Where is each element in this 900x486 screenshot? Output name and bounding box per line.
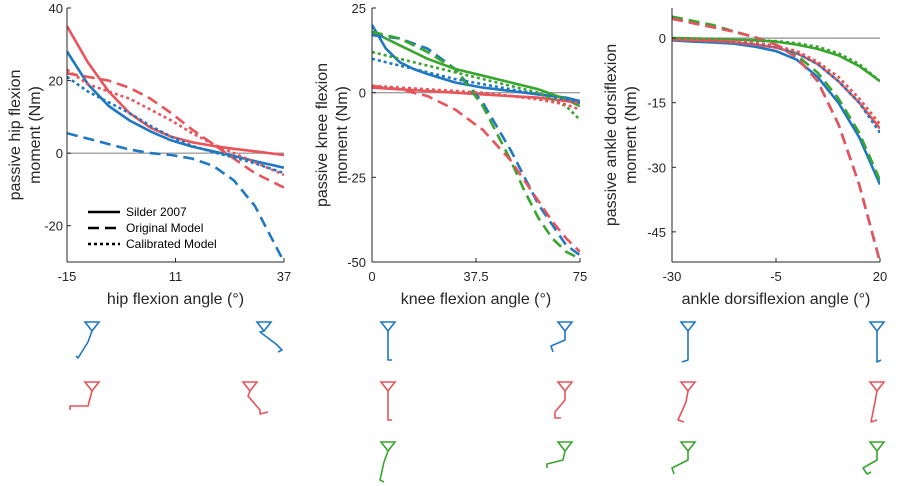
plots: -20 0 20 40 -15 11 37 hip flexion angle (°) pass… [7,1,887,308]
series-red-dashed [372,84,580,253]
series-green-dotted [372,50,580,121]
panel-1: -20 0 20 40 -15 11 37 hip flexion angle (°) pass… [7,1,291,308]
figure-ankle-plantar-red [677,381,697,423]
figure-hip-flexed-red [69,381,101,410]
y-tick-label: -45 [647,225,666,240]
y-axis-label: moment (Nm) [334,86,351,184]
y-axis-label: passive ankle dorsiflexion [603,44,620,226]
x-tick-label: 75 [573,269,587,284]
figure-hip-extended-red [241,381,269,415]
series-blue-solid [372,24,580,103]
legend-item: Original Model [88,221,203,235]
x-tick-label: -5 [770,269,782,284]
figure-ankle-plantar-green [671,441,697,475]
figure-knee-flexed-red [554,381,574,419]
legend-label: Calibrated Model [126,237,217,251]
x-tick-label: 0 [368,269,375,284]
series-blue-dashed [372,33,580,257]
series-red-dotted [372,84,580,111]
legend-item: Silder 2007 [88,205,187,219]
x-tick-label: 11 [169,269,183,284]
series-green-dashed [372,30,580,260]
series-red-solid [372,86,580,105]
x-axis-label: ankle dorsiflexion angle (°) [682,291,871,308]
figure-ankle-dorsi-green [862,441,886,475]
figure-hip-flexed-blue [75,321,101,359]
x-axis-label: hip flexion angle (°) [107,291,244,308]
series-red-solid [67,25,284,157]
figure-hip-extended-blue [255,321,283,353]
figure-knee-straight-blue [379,321,397,361]
figure-ankle-plantar-blue [679,321,697,363]
y-tick-label: -30 [647,160,666,175]
y-tick-label: 0 [359,86,366,101]
y-tick-label: 20 [49,74,63,89]
y-tick-label: 0 [56,146,63,161]
y-tick-label: 0 [659,31,666,46]
legend: Silder 2007 Original Model Calibrated Mode… [88,205,217,251]
y-axis-label: moment (Nm) [27,86,44,184]
series-blue-dashed [672,17,880,262]
y-axis-label: passive hip flexion [7,70,24,201]
y-axis-label: passive knee flexion [314,63,331,207]
series-blue-dotted [372,57,580,105]
y-tick-label: 25 [352,1,366,16]
series-red-dashed [672,17,880,262]
series-group [67,25,284,262]
series-red-dotted [67,68,284,177]
y-tick-label: -20 [44,219,63,234]
figure-ankle-dorsi-red [868,381,886,423]
leg-posture-figures [69,321,886,483]
x-tick-label: -15 [58,269,77,284]
y-tick-label: -25 [347,170,366,185]
figure-ankle-dorsi-blue [868,321,886,363]
y-tick-label: -50 [347,255,366,270]
panel-2: -50 -25 0 25 0 37.5 75 knee flexion angle (°) pa… [314,1,587,308]
series-blue-dotted [67,75,284,175]
legend-label: Original Model [126,221,203,235]
series-red-dashed [67,72,284,189]
y-tick-label: 40 [49,1,63,16]
figure-knee-flexed-green [546,441,574,468]
figure-knee-straight-red [379,381,397,421]
x-tick-label: -30 [663,269,682,284]
series-red-dotted [672,38,880,126]
figure-knee-flexed-blue [550,321,574,353]
y-axis-label: moment (Nm) [623,86,640,184]
x-axis-label: knee flexion angle (°) [401,291,551,308]
series-group [672,15,880,262]
legend-item: Calibrated Model [88,237,217,251]
y-tick-label: -15 [647,96,666,111]
series-blue-dashed [67,131,284,262]
x-tick-label: 37.5 [463,269,488,284]
series-blue-solid [67,50,284,169]
x-tick-label: 37 [277,269,291,284]
legend-label: Silder 2007 [126,205,187,219]
x-tick-label: 20 [873,269,887,284]
series-group [372,24,580,260]
figure-knee-straight-green [379,441,397,483]
